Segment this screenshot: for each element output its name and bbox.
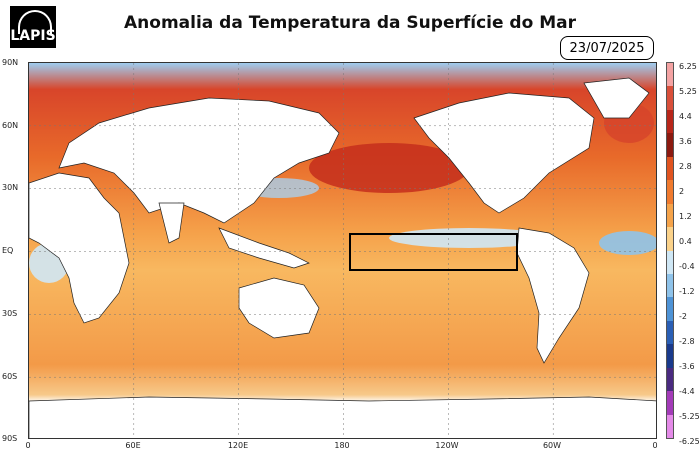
colorbar-segment bbox=[667, 227, 673, 251]
lat-label: EQ bbox=[2, 246, 14, 255]
colorbar bbox=[666, 62, 674, 439]
colorbar-label: -0.4 bbox=[679, 262, 695, 271]
colorbar-segment bbox=[667, 133, 673, 157]
lon-label: 0 bbox=[652, 441, 658, 450]
colorbar-segment bbox=[667, 180, 673, 204]
colorbar-segment bbox=[667, 297, 673, 321]
colorbar-segment bbox=[667, 63, 673, 87]
map-canvas bbox=[29, 63, 656, 438]
lon-label: 0 bbox=[25, 441, 31, 450]
lon-label: 120W bbox=[435, 441, 459, 450]
colorbar-label: 2.8 bbox=[679, 162, 692, 171]
colorbar-segment bbox=[667, 344, 673, 368]
warm-patch bbox=[309, 143, 469, 193]
logo-arc-icon bbox=[18, 10, 52, 34]
lapis-logo: LAPIS bbox=[10, 6, 56, 48]
colorbar-label: 6.25 bbox=[679, 62, 697, 71]
date-badge: 23/07/2025 bbox=[560, 36, 654, 60]
lat-label: 90N bbox=[2, 58, 19, 67]
colorbar-segment bbox=[667, 156, 673, 181]
lat-label: 90S bbox=[2, 434, 18, 443]
colorbar-label: -4.4 bbox=[679, 387, 695, 396]
colorbar-segment bbox=[667, 250, 673, 274]
colorbar-label: -2 bbox=[679, 312, 687, 321]
colorbar-label: 1.2 bbox=[679, 212, 692, 221]
lat-label: 30N bbox=[2, 183, 19, 192]
lon-label: 60W bbox=[542, 441, 562, 450]
colorbar-label: 4.4 bbox=[679, 112, 692, 121]
lon-label: 120E bbox=[227, 441, 249, 450]
colorbar-segment bbox=[667, 391, 673, 415]
colorbar-segment bbox=[667, 109, 673, 134]
lat-label: 60S bbox=[2, 372, 18, 381]
colorbar-label: -6.25 bbox=[679, 437, 700, 446]
colorbar-label: -2.8 bbox=[679, 337, 695, 346]
lat-label: 30S bbox=[2, 309, 18, 318]
map-title: Anomalia da Temperatura da Superfície do… bbox=[124, 13, 576, 33]
lon-label: 180 bbox=[334, 441, 350, 450]
cool-patch bbox=[599, 231, 656, 255]
colorbar-label: 5.25 bbox=[679, 87, 697, 96]
colorbar-segment bbox=[667, 320, 673, 345]
nino-region-box bbox=[349, 233, 518, 271]
colorbar-segment bbox=[667, 367, 673, 392]
lon-label: 60E bbox=[125, 441, 141, 450]
land-masses bbox=[29, 77, 656, 438]
sst-anomaly-map bbox=[28, 62, 657, 439]
colorbar-label: -1.2 bbox=[679, 287, 695, 296]
colorbar-label: 2 bbox=[679, 187, 685, 196]
colorbar-segment bbox=[667, 86, 673, 110]
lat-label: 60N bbox=[2, 121, 19, 130]
colorbar-label: 3.6 bbox=[679, 137, 692, 146]
colorbar-label: -5.25 bbox=[679, 412, 700, 421]
colorbar-segment bbox=[667, 273, 673, 298]
colorbar-label: 0.4 bbox=[679, 237, 692, 246]
colorbar-segment bbox=[667, 203, 673, 228]
colorbar-label: -3.6 bbox=[679, 362, 695, 371]
colorbar-segment bbox=[667, 414, 673, 438]
